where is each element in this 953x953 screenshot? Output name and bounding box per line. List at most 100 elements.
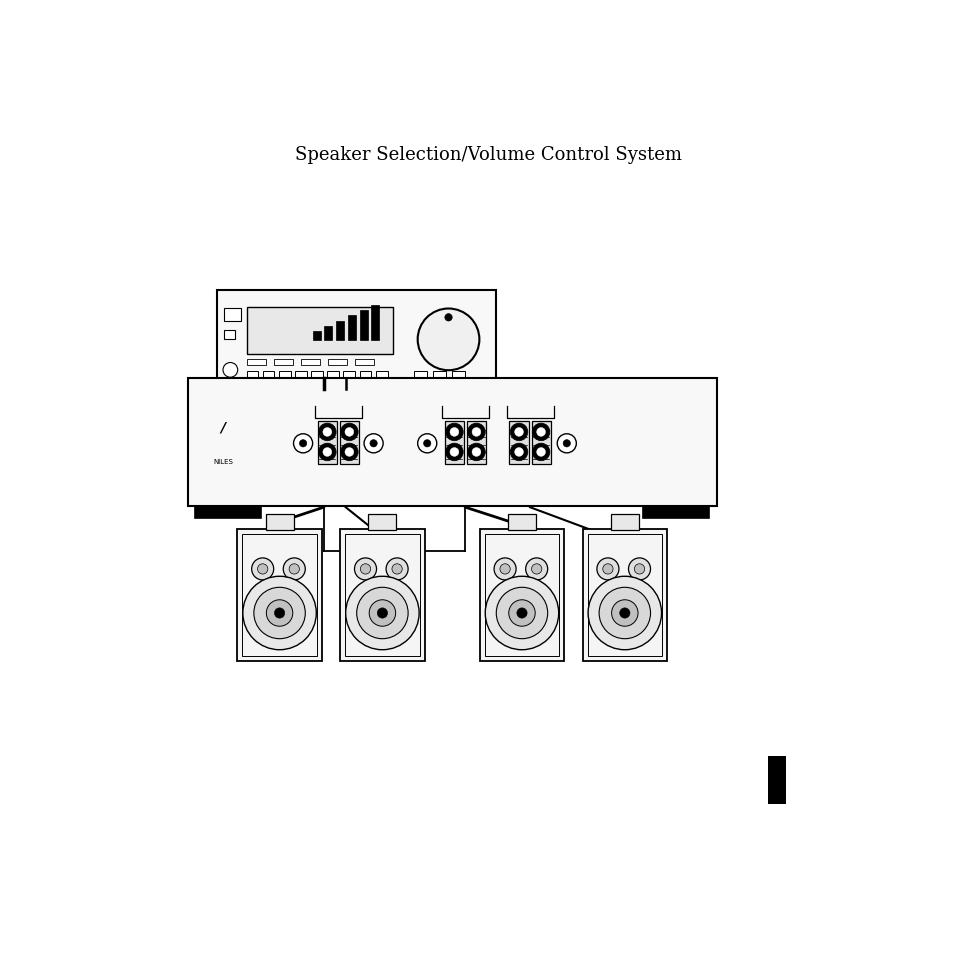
Bar (444, 422, 463, 464)
Bar (246, 308, 393, 355)
Circle shape (299, 440, 307, 448)
Circle shape (537, 428, 545, 436)
Circle shape (345, 577, 418, 650)
Circle shape (517, 608, 527, 618)
Bar (311, 372, 322, 384)
Bar (294, 372, 307, 384)
Circle shape (289, 564, 299, 575)
Bar (355, 359, 374, 365)
Bar (440, 390, 481, 399)
Bar (375, 372, 387, 384)
Circle shape (345, 448, 354, 456)
Circle shape (628, 558, 650, 580)
Circle shape (514, 428, 523, 436)
Bar (265, 515, 294, 531)
Circle shape (252, 558, 274, 580)
Circle shape (499, 564, 510, 575)
Circle shape (514, 448, 523, 456)
Circle shape (611, 600, 638, 626)
Bar (587, 534, 661, 656)
Bar (610, 515, 639, 531)
Circle shape (283, 558, 305, 580)
Circle shape (322, 428, 332, 436)
Circle shape (423, 440, 431, 448)
Bar (433, 372, 446, 384)
Bar (767, 757, 785, 804)
Bar (484, 534, 558, 656)
Bar (224, 309, 240, 322)
Bar (642, 507, 709, 518)
Circle shape (496, 588, 547, 639)
Circle shape (598, 588, 650, 639)
Bar (246, 359, 265, 365)
Bar (232, 390, 272, 399)
Circle shape (257, 564, 268, 575)
Circle shape (532, 424, 549, 441)
Circle shape (364, 435, 383, 454)
Bar (224, 331, 235, 339)
Text: Speaker Selection/Volume Control System: Speaker Selection/Volume Control System (295, 146, 681, 164)
Bar (278, 372, 291, 384)
Circle shape (445, 424, 463, 441)
Circle shape (369, 600, 395, 626)
Bar (359, 372, 371, 384)
Circle shape (392, 564, 402, 575)
Text: /: / (220, 420, 225, 435)
Circle shape (494, 558, 516, 580)
Circle shape (376, 608, 387, 618)
Circle shape (510, 444, 527, 461)
Text: NILES: NILES (213, 459, 233, 465)
Bar (274, 359, 293, 365)
Circle shape (355, 558, 376, 580)
Circle shape (510, 424, 527, 441)
Bar (466, 422, 485, 464)
Circle shape (532, 444, 549, 461)
Circle shape (450, 448, 458, 456)
Circle shape (356, 588, 408, 639)
Circle shape (602, 564, 613, 575)
Circle shape (525, 558, 547, 580)
Circle shape (537, 448, 545, 456)
Circle shape (619, 608, 629, 618)
Bar (262, 372, 274, 384)
Circle shape (634, 564, 644, 575)
Bar (582, 529, 666, 661)
Circle shape (223, 363, 237, 377)
Bar (327, 372, 338, 384)
Circle shape (322, 448, 332, 456)
Bar (328, 359, 347, 365)
Circle shape (472, 428, 480, 436)
Bar (371, 306, 379, 341)
Bar (508, 515, 536, 531)
Circle shape (444, 314, 452, 322)
Circle shape (417, 435, 436, 454)
Bar (509, 422, 528, 464)
Circle shape (243, 577, 316, 650)
Bar (324, 327, 332, 341)
Circle shape (531, 564, 541, 575)
Bar (340, 529, 424, 661)
Bar (300, 359, 319, 365)
Bar (237, 529, 321, 661)
Circle shape (370, 440, 376, 448)
Circle shape (318, 424, 335, 441)
Circle shape (386, 558, 408, 580)
Bar (414, 372, 427, 384)
Circle shape (587, 577, 660, 650)
Bar (452, 372, 465, 384)
Bar (313, 332, 320, 341)
Circle shape (318, 444, 335, 461)
Bar (335, 321, 344, 341)
Circle shape (485, 577, 558, 650)
Circle shape (360, 564, 371, 575)
Circle shape (266, 600, 293, 626)
Circle shape (557, 435, 576, 454)
Bar (194, 507, 261, 518)
Circle shape (445, 444, 463, 461)
Circle shape (417, 309, 478, 371)
Bar (345, 534, 419, 656)
Bar (188, 378, 716, 507)
Circle shape (340, 444, 357, 461)
Bar (531, 422, 550, 464)
Circle shape (467, 444, 485, 461)
